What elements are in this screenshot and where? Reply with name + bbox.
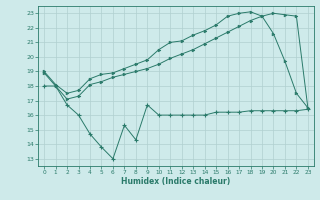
X-axis label: Humidex (Indice chaleur): Humidex (Indice chaleur) — [121, 177, 231, 186]
